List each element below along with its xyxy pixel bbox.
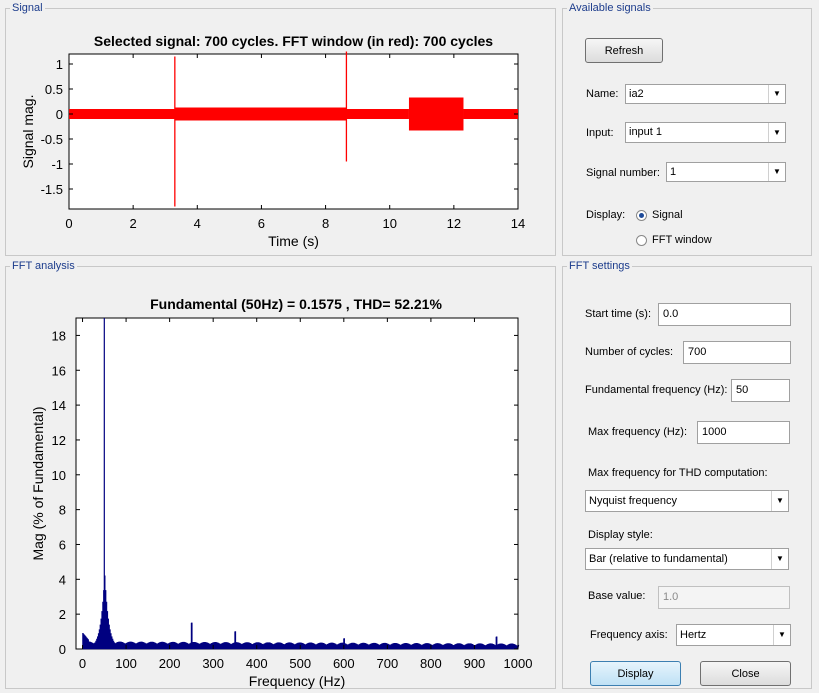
x-tick-label: 4 [194,216,201,231]
y-tick-label: 12 [52,433,66,448]
signal-plot: 0 2 4 6 8 10 12 14 1 0.5 0 -0.5 -1 -1.5 Selected signa… [20,33,525,249]
signal-band-4 [463,109,518,119]
y-tick-label: -0.5 [41,132,63,147]
y-tick-label: 6 [59,537,66,552]
signal-number-label: Signal number: [586,167,660,179]
thd-max-frequency-select[interactable]: Nyquist frequency ▼ [585,490,789,512]
frequency-axis-select[interactable]: Hertz ▼ [676,624,791,646]
x-tick-label: 1000 [504,656,533,671]
x-tick-label: 100 [115,656,137,671]
fundamental-frequency-input[interactable]: 50 [731,379,790,402]
y-tick-label: 0 [59,642,66,657]
y-tick-label: 4 [59,572,66,587]
y-tick-label: 1 [56,57,63,72]
signal-panel-title: Signal [10,2,45,14]
y-tick-label: -1 [51,157,63,172]
x-tick-label: 2 [130,216,137,231]
x-tick-label: 300 [202,656,224,671]
fft-settings-panel: FFT settings Start time (s): 0.0 Number … [562,260,812,689]
signal-band-0 [69,109,175,119]
y-tick-label: 8 [59,503,66,518]
y-tick-label: 0 [56,107,63,122]
x-tick-label: 0 [65,216,72,231]
fundamental-frequency-label: Fundamental frequency (Hz): [585,384,728,396]
x-tick-label: 6 [258,216,265,231]
frequency-axis-label: Frequency axis: [590,629,668,641]
x-tick-label: 12 [447,216,461,231]
chevron-down-icon: ▼ [768,123,785,142]
signal-band-2 [346,109,409,119]
x-tick-label: 8 [322,216,329,231]
number-of-cycles-label: Number of cycles: [585,346,674,358]
base-value-input: 1.0 [658,586,790,609]
signal-number-select[interactable]: 1 ▼ [666,162,786,182]
chevron-down-icon: ▼ [773,625,790,645]
signal-number-value: 1 [670,166,677,178]
input-label: Input: [586,127,614,139]
x-tick-label: 0 [79,656,86,671]
display-label: Display: [586,209,626,221]
display-style-select[interactable]: Bar (relative to fundamental) ▼ [585,548,789,570]
input-select-value: input 1 [629,126,663,138]
y-tick-label: 18 [52,328,66,343]
y-tick-label: 0.5 [45,82,63,97]
y-tick-label: 14 [52,398,66,413]
signal-plot-title: Selected signal: 700 cycles. FFT window … [94,33,493,49]
x-tick-label: 900 [464,656,486,671]
available-signals-panel: Available signals Refresh Name: ia2 ▼ In… [562,2,812,256]
frequency-axis-value: Hertz [680,629,707,641]
signal-y-axis-label: Signal mag. [20,95,36,169]
fft-x-axis-label: Frequency (Hz) [249,673,345,689]
display-signal-radio[interactable] [636,210,647,221]
x-tick-label: 600 [333,656,355,671]
name-select[interactable]: ia2 ▼ [625,84,786,104]
display-style-label: Display style: [588,529,653,541]
fft-y-axis-label: Mag (% of Fundamental) [30,406,46,560]
available-signals-title: Available signals [567,2,653,14]
display-fft-window-radio[interactable] [636,235,647,246]
chevron-down-icon: ▼ [771,491,788,511]
chevron-down-icon: ▼ [768,85,785,103]
max-frequency-label: Max frequency (Hz): [588,426,688,438]
display-signal-label: Signal [652,209,683,221]
refresh-button[interactable]: Refresh [585,38,663,63]
x-tick-label: 200 [159,656,181,671]
signal-band-1 [174,107,347,121]
plot-area [75,317,519,650]
x-tick-label: 400 [246,656,268,671]
max-frequency-input[interactable]: 1000 [697,421,790,444]
fft-settings-title: FFT settings [567,260,632,272]
x-tick-label: 14 [511,216,525,231]
x-tick-label: 500 [289,656,311,671]
fft-analysis-panel-title: FFT analysis [10,260,77,272]
signal-band-3 [408,97,464,131]
chevron-down-icon: ▼ [768,163,785,181]
x-tick-label: 700 [377,656,399,671]
signal-x-axis-label: Time (s) [268,233,319,249]
close-button[interactable]: Close [700,661,791,686]
thd-max-frequency-value: Nyquist frequency [589,495,678,507]
display-fft-window-label: FFT window [652,234,712,246]
name-select-value: ia2 [629,88,644,100]
thd-max-frequency-label: Max frequency for THD computation: [588,467,768,479]
display-button[interactable]: Display [590,661,681,686]
y-tick-label: -1.5 [41,182,63,197]
y-tick-label: 2 [59,607,66,622]
y-tick-label: 10 [52,468,66,483]
fft-plot-title: Fundamental (50Hz) = 0.1575 , THD= 52.21… [150,296,442,312]
start-time-label: Start time (s): [585,308,652,320]
number-of-cycles-input[interactable]: 700 [683,341,791,364]
chevron-down-icon: ▼ [771,549,788,569]
x-tick-label: 10 [382,216,396,231]
input-select[interactable]: input 1 ▼ [625,122,786,143]
base-value-label: Base value: [588,590,646,602]
y-tick-label: 16 [52,363,66,378]
name-label: Name: [586,88,619,100]
x-tick-label: 800 [420,656,442,671]
start-time-input[interactable]: 0.0 [658,303,791,326]
display-style-value: Bar (relative to fundamental) [589,553,728,565]
fft-plot: 0 100 200 300 400 500 600 700 800 900 1000 0 2 4 6 8 10 1… [30,296,533,689]
plot-area [68,53,519,210]
